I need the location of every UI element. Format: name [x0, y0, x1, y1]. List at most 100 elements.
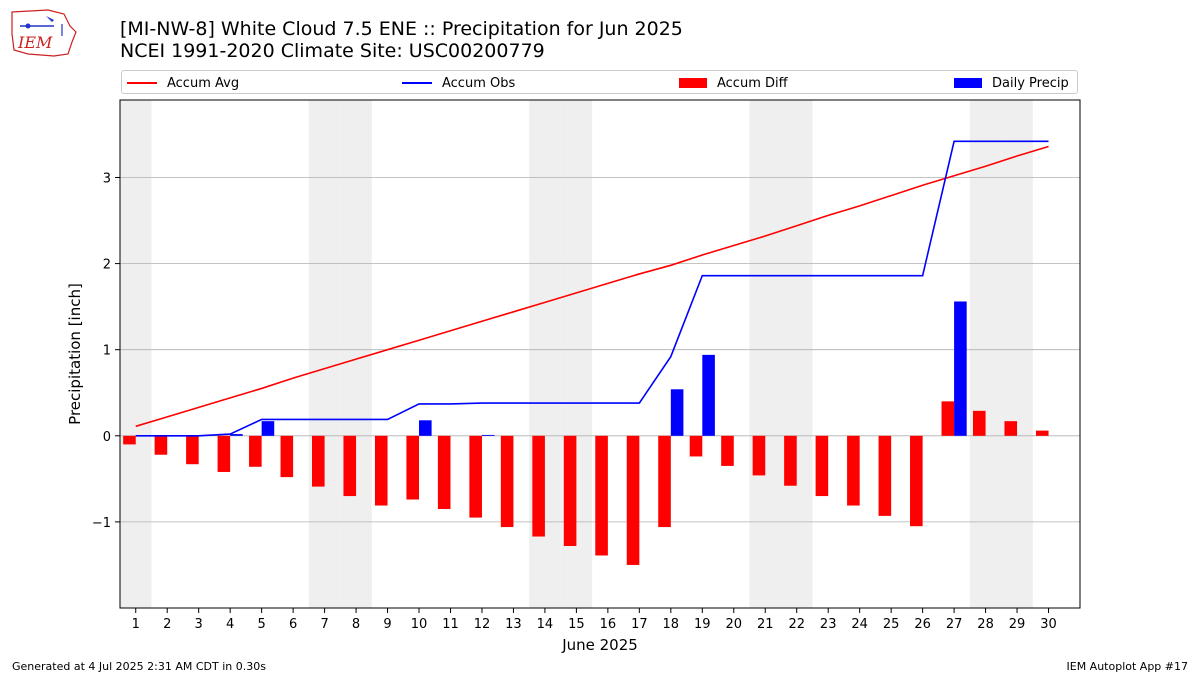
x-tick-label: 27 — [946, 617, 963, 632]
title-line-1: [MI-NW-8] White Cloud 7.5 ENE :: Precipi… — [120, 18, 683, 40]
accum-diff-bar — [847, 435, 860, 506]
accum-diff-bar — [910, 435, 923, 527]
accum-diff-bar — [186, 435, 199, 465]
iem-logo: IEM — [11, 9, 77, 57]
x-tick-label: 2 — [163, 617, 171, 632]
x-tick-label: 1 — [132, 617, 140, 632]
accum-avg-line — [135, 145, 1049, 428]
accum-diff-bar — [721, 435, 734, 466]
x-axis-label: June 2025 — [561, 636, 638, 654]
accum-diff-bar — [815, 435, 829, 497]
accum-diff-bar — [784, 435, 797, 486]
accum-diff-bar — [217, 435, 231, 472]
accum-diff-bar — [312, 435, 325, 487]
x-tick-label: 19 — [694, 617, 711, 632]
x-tick-label: 21 — [757, 617, 774, 632]
legend-label: Daily Precip — [992, 75, 1069, 91]
x-tick-label: 16 — [600, 617, 617, 632]
footer-app: IEM Autoplot App #17 — [1066, 660, 1189, 673]
accum-diff-bar — [532, 435, 545, 537]
accum-diff-bar — [626, 435, 640, 565]
accum-diff-bar — [343, 435, 357, 497]
accum-diff-bar — [941, 401, 955, 436]
plot-frame — [119, 99, 1081, 609]
accum-diff-bar — [123, 435, 136, 445]
x-tick-label: 12 — [474, 617, 491, 632]
accum-diff-bar — [249, 435, 262, 467]
y-tick-label: −1 — [92, 516, 111, 531]
accum-diff-bar — [972, 410, 986, 436]
accum-diff-bar — [752, 435, 766, 476]
daily-precip-bar — [261, 421, 275, 436]
accum-diff-bar — [689, 435, 703, 457]
daily-precip-bar — [419, 420, 432, 436]
accum-diff-bar — [406, 435, 420, 500]
x-tick-label: 28 — [977, 617, 994, 632]
legend-swatch — [402, 82, 432, 84]
x-tick-label: 5 — [257, 617, 265, 632]
accum-diff-bar — [437, 435, 451, 509]
x-tick-label: 17 — [631, 617, 648, 632]
daily-precip-bar — [702, 354, 715, 436]
x-tick-label: 23 — [820, 617, 837, 632]
legend-item-accum-obs: Accum Obs — [402, 74, 515, 92]
accum-diff-bar — [280, 435, 294, 478]
legend-swatch — [127, 82, 157, 84]
daily-precip-bar — [670, 389, 684, 436]
x-tick-label: 24 — [851, 617, 868, 632]
accum-diff-bar — [1004, 421, 1018, 436]
x-tick-label: 30 — [1040, 617, 1057, 632]
x-tick-label: 10 — [411, 617, 428, 632]
accum-diff-bar — [154, 435, 168, 455]
accum-diff-bar — [469, 435, 482, 518]
title-line-2: NCEI 1991-2020 Climate Site: USC00200779 — [120, 40, 545, 62]
legend-label: Accum Obs — [442, 75, 516, 91]
x-tick-label: 29 — [1009, 617, 1026, 632]
legend-item-daily-precip: Daily Precip — [954, 74, 1069, 92]
daily-precip-bar — [230, 434, 243, 436]
y-tick-label: 2 — [103, 258, 111, 273]
legend: Accum Avg Accum Obs Accum Diff Daily Pre… — [121, 70, 1078, 94]
weekend-band — [308, 100, 341, 608]
x-tick-label: 14 — [537, 617, 554, 632]
daily-precip-bar — [954, 301, 967, 436]
x-tick-label: 20 — [725, 617, 742, 632]
weekend-band — [749, 100, 781, 608]
accum-diff-bar — [500, 435, 514, 528]
footer-generated: Generated at 4 Jul 2025 2:31 AM CDT in 0… — [12, 660, 266, 673]
x-tick-label: 15 — [568, 617, 585, 632]
accum-diff-bar — [1035, 430, 1049, 436]
chart-title: [MI-NW-8] White Cloud 7.5 ENE :: Precipi… — [120, 18, 683, 62]
legend-item-accum-diff: Accum Diff — [679, 74, 788, 92]
x-tick-label: 26 — [914, 617, 931, 632]
x-tick-label: 4 — [226, 617, 234, 632]
x-tick-label: 25 — [883, 617, 900, 632]
legend-label: Accum Diff — [717, 75, 788, 91]
daily-precip-bar — [481, 434, 495, 436]
weekend-band — [780, 100, 813, 608]
x-tick-label: 7 — [320, 617, 328, 632]
y-tick-label: 1 — [103, 344, 111, 359]
accum-diff-bar — [374, 435, 388, 506]
accum-diff-bar — [595, 435, 608, 556]
x-tick-label: 6 — [289, 617, 297, 632]
y-axis-label: Precipitation [inch] — [66, 283, 84, 425]
x-tick-label: 3 — [195, 617, 203, 632]
accum-diff-bar — [563, 435, 577, 547]
accum-diff-bar — [878, 435, 892, 516]
legend-item-accum-avg: Accum Avg — [127, 74, 239, 92]
legend-swatch — [679, 78, 707, 88]
weekend-band — [969, 100, 1002, 608]
accum-obs-line — [135, 140, 1049, 437]
weekend-band — [120, 100, 152, 608]
x-tick-label: 11 — [442, 617, 459, 632]
x-tick-label: 8 — [352, 617, 360, 632]
logo-text: IEM — [17, 33, 53, 52]
y-tick-label: 0 — [103, 430, 111, 445]
accum-diff-bar — [658, 435, 671, 528]
x-tick-label: 22 — [788, 617, 805, 632]
x-tick-label: 18 — [663, 617, 680, 632]
x-tick-label: 9 — [383, 617, 391, 632]
weekend-band — [1001, 100, 1033, 608]
weekend-band — [340, 100, 372, 608]
